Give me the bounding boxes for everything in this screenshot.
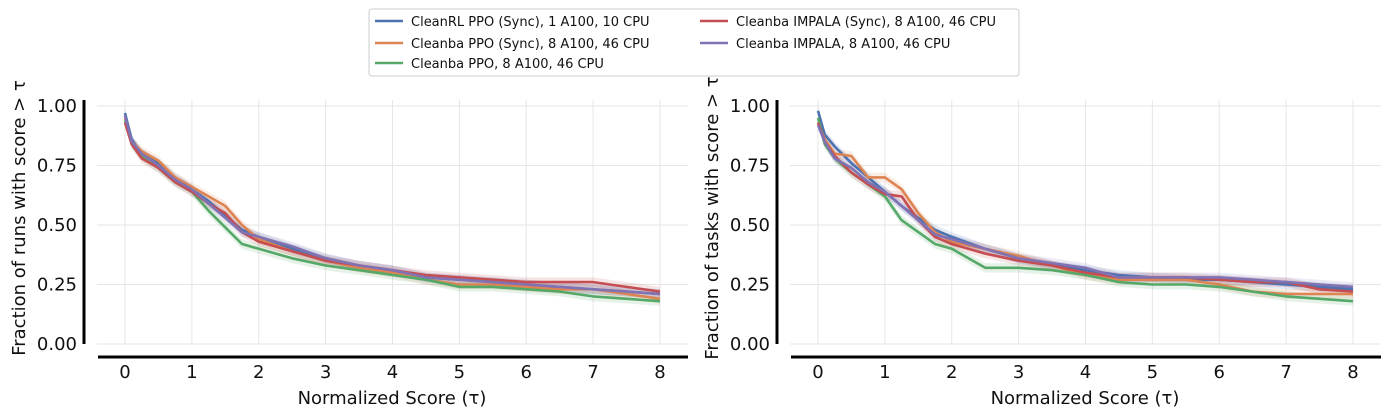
x-tick-label: 4 <box>1080 362 1091 383</box>
legend-entry: Cleanba PPO, 8 A100, 46 CPU <box>375 57 604 72</box>
x-tick-label: 5 <box>454 362 465 383</box>
y-tick-label: 0.50 <box>37 215 77 236</box>
legend: CleanRL PPO (Sync), 1 A100, 10 CPU Cleanb… <box>368 8 1020 77</box>
legend-entry: CleanRL PPO (Sync), 1 A100, 10 CPU <box>375 15 650 30</box>
legend-label: Cleanba IMPALA (Sync), 8 A100, 46 CPU <box>736 15 996 30</box>
y-tick-label: 0.75 <box>730 156 770 177</box>
x-tick-label: 1 <box>186 362 197 383</box>
x-tick-label: 0 <box>812 362 823 383</box>
y-tick-label: 1.00 <box>37 96 77 117</box>
x-tick-label: 4 <box>387 362 398 383</box>
legend-frame <box>368 8 1020 77</box>
y-tick-label: 0.25 <box>730 275 770 296</box>
legend-label: Cleanba PPO, 8 A100, 46 CPU <box>411 57 604 72</box>
legend-entry: Cleanba PPO (Sync), 8 A100, 46 CPU <box>375 37 650 52</box>
x-tick-label: 8 <box>654 362 665 383</box>
series-line <box>123 122 661 293</box>
x-tick-label: 3 <box>1013 362 1024 383</box>
series-line <box>123 115 661 296</box>
y-tick-label: 0.50 <box>730 215 770 236</box>
x-tick-label: 3 <box>320 362 331 383</box>
y-tick-label: 0.75 <box>37 156 77 177</box>
grid <box>97 100 688 345</box>
x-tick-label: 1 <box>879 362 890 383</box>
legend-entry: Cleanba IMPALA, 8 A100, 46 CPU <box>700 37 950 52</box>
left-panel: 0.00 0.25 0.50 0.75 1.00 0 1 2 3 4 5 6 7 8 Normalized … <box>9 80 688 409</box>
legend-label: Cleanba IMPALA, 8 A100, 46 CPU <box>736 37 950 52</box>
y-tick-label: 0.25 <box>37 275 77 296</box>
x-tick-label: 6 <box>1214 362 1225 383</box>
x-tick-label: 2 <box>253 362 264 383</box>
series-lines <box>123 112 661 303</box>
x-tick-label: 5 <box>1147 362 1158 383</box>
grid <box>790 100 1381 345</box>
legend-label: CleanRL PPO (Sync), 1 A100, 10 CPU <box>411 15 650 30</box>
series-line <box>816 122 1354 293</box>
y-tick-label: 0.00 <box>730 334 770 355</box>
x-tick-label: 0 <box>119 362 130 383</box>
y-tick-label: 1.00 <box>730 96 770 117</box>
x-tick-label: 2 <box>946 362 957 383</box>
y-axis-label: Fraction of tasks with score > τ <box>702 76 723 359</box>
series-lines <box>816 110 1354 303</box>
right-panel: 0.00 0.25 0.50 0.75 1.00 0 1 2 3 4 5 6 7 8 Normalized … <box>702 76 1381 409</box>
x-axis-label: Normalized Score (τ) <box>991 388 1180 409</box>
x-tick-label: 7 <box>587 362 598 383</box>
legend-label: Cleanba PPO (Sync), 8 A100, 46 CPU <box>411 37 650 52</box>
y-tick-label: 0.00 <box>37 334 77 355</box>
x-tick-label: 6 <box>521 362 532 383</box>
x-axis-label: Normalized Score (τ) <box>298 388 487 409</box>
x-tick-label: 7 <box>1280 362 1291 383</box>
y-axis-label: Fraction of runs with score > τ <box>9 80 30 356</box>
x-tick-label: 8 <box>1347 362 1358 383</box>
legend-entry: Cleanba IMPALA (Sync), 8 A100, 46 CPU <box>700 15 996 30</box>
series-line <box>816 124 1354 289</box>
